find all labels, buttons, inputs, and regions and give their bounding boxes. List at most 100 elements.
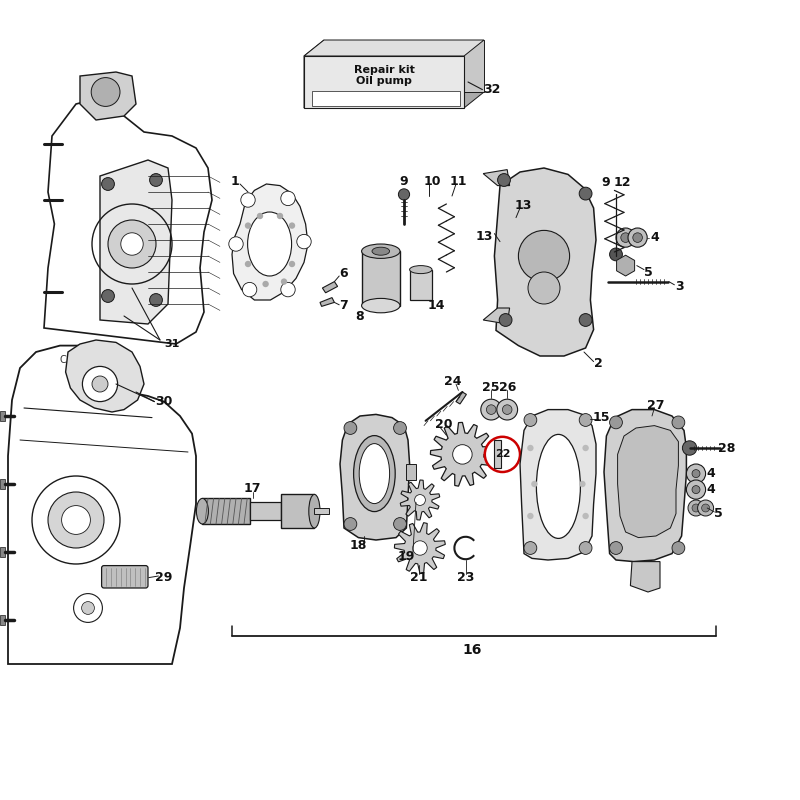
Circle shape	[610, 248, 622, 261]
Ellipse shape	[354, 435, 395, 512]
Circle shape	[394, 422, 406, 434]
Circle shape	[579, 542, 592, 554]
Polygon shape	[520, 410, 596, 560]
Polygon shape	[320, 298, 334, 306]
Circle shape	[672, 416, 685, 429]
Ellipse shape	[309, 494, 320, 528]
Text: 15: 15	[593, 411, 610, 424]
Text: 12: 12	[614, 176, 631, 189]
Text: 4: 4	[650, 231, 658, 244]
Circle shape	[150, 294, 162, 306]
Text: Repair kit
Oil pump: Repair kit Oil pump	[354, 65, 414, 86]
Bar	[362, 251, 400, 306]
Polygon shape	[324, 40, 484, 92]
Circle shape	[241, 193, 255, 207]
Circle shape	[502, 405, 512, 414]
Polygon shape	[483, 308, 510, 324]
Text: C: C	[59, 355, 66, 365]
Circle shape	[281, 282, 295, 297]
Bar	[410, 270, 432, 300]
Polygon shape	[322, 282, 338, 293]
Text: 6: 6	[340, 267, 348, 280]
Circle shape	[297, 234, 311, 249]
Circle shape	[633, 233, 642, 242]
Circle shape	[150, 174, 162, 186]
Circle shape	[688, 500, 704, 516]
Circle shape	[245, 261, 251, 267]
Circle shape	[108, 220, 156, 268]
Text: 30: 30	[155, 395, 173, 408]
Circle shape	[82, 366, 118, 402]
Text: 13: 13	[514, 199, 532, 212]
Polygon shape	[66, 340, 144, 412]
Polygon shape	[430, 422, 494, 486]
Circle shape	[121, 233, 143, 255]
Circle shape	[582, 513, 589, 519]
Polygon shape	[304, 40, 484, 56]
Circle shape	[92, 376, 108, 392]
Text: 28: 28	[718, 442, 735, 454]
Circle shape	[499, 314, 512, 326]
Text: 9: 9	[400, 175, 408, 188]
Circle shape	[616, 228, 635, 247]
Circle shape	[582, 445, 589, 451]
Circle shape	[257, 213, 263, 219]
Circle shape	[48, 492, 104, 548]
Circle shape	[262, 281, 269, 287]
Circle shape	[242, 282, 257, 297]
Circle shape	[528, 272, 560, 304]
Circle shape	[524, 542, 537, 554]
Circle shape	[102, 178, 114, 190]
Text: 29: 29	[155, 571, 173, 584]
Ellipse shape	[362, 298, 400, 313]
Circle shape	[610, 416, 622, 429]
Text: 4: 4	[706, 467, 714, 480]
Text: 26: 26	[498, 381, 516, 394]
Ellipse shape	[359, 443, 390, 504]
Circle shape	[579, 414, 592, 426]
Bar	[312, 91, 460, 106]
Polygon shape	[394, 522, 446, 574]
Ellipse shape	[362, 244, 400, 258]
Bar	[0, 479, 5, 489]
Circle shape	[485, 437, 520, 472]
Text: 24: 24	[444, 375, 462, 388]
Bar	[0, 411, 5, 421]
Text: 9: 9	[602, 176, 610, 189]
Ellipse shape	[372, 247, 390, 255]
Circle shape	[692, 504, 700, 512]
Ellipse shape	[197, 498, 208, 524]
Circle shape	[481, 399, 502, 420]
Circle shape	[91, 78, 120, 106]
Polygon shape	[630, 562, 660, 592]
Circle shape	[394, 518, 406, 530]
Circle shape	[344, 422, 357, 434]
Text: 31: 31	[164, 339, 180, 349]
Circle shape	[289, 261, 295, 267]
Circle shape	[245, 222, 251, 229]
Circle shape	[686, 480, 706, 499]
Circle shape	[344, 518, 357, 530]
Circle shape	[692, 470, 700, 478]
Text: 1: 1	[231, 175, 239, 188]
Circle shape	[414, 494, 426, 506]
Text: 11: 11	[450, 175, 467, 188]
Circle shape	[682, 441, 697, 455]
Bar	[314, 508, 329, 514]
Text: 16: 16	[462, 642, 482, 657]
Text: 14: 14	[427, 299, 445, 312]
Polygon shape	[304, 56, 464, 108]
Text: 10: 10	[423, 175, 441, 188]
Circle shape	[102, 290, 114, 302]
Polygon shape	[604, 410, 686, 562]
Circle shape	[398, 189, 410, 200]
Text: 19: 19	[398, 550, 415, 562]
Bar	[0, 547, 5, 557]
Polygon shape	[618, 426, 678, 538]
Text: 8: 8	[356, 310, 364, 323]
Text: 5: 5	[714, 507, 722, 520]
Polygon shape	[100, 160, 172, 324]
Text: 25: 25	[482, 381, 500, 394]
Text: 18: 18	[350, 539, 367, 552]
Text: 22: 22	[494, 450, 510, 459]
